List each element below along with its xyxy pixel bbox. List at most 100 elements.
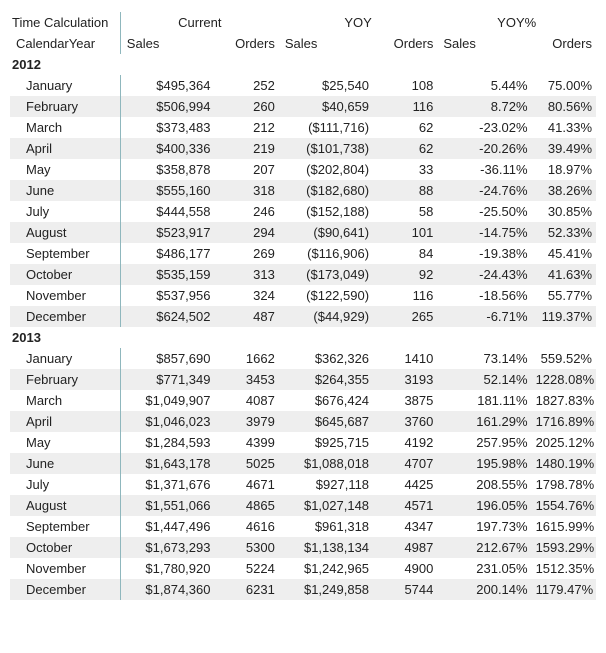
yoy-sales-cell: ($111,716)	[279, 117, 373, 138]
header-yoypct-sales: Sales	[437, 33, 531, 54]
yoypct-orders-cell: 39.49%	[532, 138, 596, 159]
yoypct-orders-cell: 1512.35%	[532, 558, 596, 579]
yoypct-sales-cell: 73.14%	[437, 348, 531, 369]
table-row: January$495,364252$25,5401085.44%75.00%	[10, 75, 596, 96]
month-cell: April	[10, 138, 120, 159]
yoypct-orders-cell: 30.85%	[532, 201, 596, 222]
yoypct-orders-cell: 1228.08%	[532, 369, 596, 390]
yoy-sales-cell: ($202,804)	[279, 159, 373, 180]
yoy-sales-cell: $25,540	[279, 75, 373, 96]
header-yoy-sales: Sales	[279, 33, 373, 54]
month-cell: April	[10, 411, 120, 432]
yoypct-orders-cell: 41.63%	[532, 264, 596, 285]
yoy-orders-cell: 84	[373, 243, 437, 264]
current-sales-cell: $1,371,676	[120, 474, 214, 495]
table-row: September$486,177269($116,906)84-19.38%4…	[10, 243, 596, 264]
month-cell: July	[10, 201, 120, 222]
table-row: December$1,874,3606231$1,249,8585744200.…	[10, 579, 596, 600]
yoypct-orders-cell: 119.37%	[532, 306, 596, 327]
yoy-sales-cell: ($122,590)	[279, 285, 373, 306]
header-group-yoy: YOY	[279, 12, 438, 33]
current-orders-cell: 3453	[215, 369, 279, 390]
header-yoy-orders: Orders	[373, 33, 437, 54]
yoy-sales-cell: ($44,929)	[279, 306, 373, 327]
yoypct-sales-cell: 257.95%	[437, 432, 531, 453]
current-sales-cell: $495,364	[120, 75, 214, 96]
yoypct-sales-cell: 5.44%	[437, 75, 531, 96]
yoy-orders-cell: 5744	[373, 579, 437, 600]
yoypct-orders-cell: 1480.19%	[532, 453, 596, 474]
table-header: Time Calculation Current YOY YOY% Calend…	[10, 12, 596, 54]
table-row: February$506,994260$40,6591168.72%80.56%	[10, 96, 596, 117]
yoy-sales-cell: $1,138,134	[279, 537, 373, 558]
current-orders-cell: 318	[215, 180, 279, 201]
current-orders-cell: 246	[215, 201, 279, 222]
yoy-orders-cell: 3193	[373, 369, 437, 390]
yoypct-sales-cell: 200.14%	[437, 579, 531, 600]
table-row: September$1,447,4964616$961,3184347197.7…	[10, 516, 596, 537]
yoypct-orders-cell: 1554.76%	[532, 495, 596, 516]
yoypct-orders-cell: 18.97%	[532, 159, 596, 180]
header-yoypct-orders: Orders	[532, 33, 596, 54]
current-orders-cell: 4616	[215, 516, 279, 537]
header-group-current: Current	[120, 12, 279, 33]
yoypct-orders-cell: 38.26%	[532, 180, 596, 201]
pivot-table: Time Calculation Current YOY YOY% Calend…	[10, 12, 596, 600]
yoy-orders-cell: 1410	[373, 348, 437, 369]
current-sales-cell: $1,780,920	[120, 558, 214, 579]
current-sales-cell: $1,284,593	[120, 432, 214, 453]
current-orders-cell: 219	[215, 138, 279, 159]
current-sales-cell: $771,349	[120, 369, 214, 390]
table-row: June$555,160318($182,680)88-24.76%38.26%	[10, 180, 596, 201]
current-orders-cell: 313	[215, 264, 279, 285]
year-row: 2012	[10, 54, 596, 75]
yoy-orders-cell: 88	[373, 180, 437, 201]
current-orders-cell: 4087	[215, 390, 279, 411]
current-sales-cell: $373,483	[120, 117, 214, 138]
month-cell: January	[10, 75, 120, 96]
current-sales-cell: $358,878	[120, 159, 214, 180]
current-orders-cell: 5300	[215, 537, 279, 558]
current-sales-cell: $1,551,066	[120, 495, 214, 516]
table-row: August$1,551,0664865$1,027,1484571196.05…	[10, 495, 596, 516]
yoy-sales-cell: $927,118	[279, 474, 373, 495]
table-row: April$400,336219($101,738)62-20.26%39.49…	[10, 138, 596, 159]
month-cell: August	[10, 495, 120, 516]
yoypct-sales-cell: -6.71%	[437, 306, 531, 327]
yoy-orders-cell: 116	[373, 285, 437, 306]
yoypct-sales-cell: -24.43%	[437, 264, 531, 285]
table-row: June$1,643,1785025$1,088,0184707195.98%1…	[10, 453, 596, 474]
yoy-sales-cell: $925,715	[279, 432, 373, 453]
yoy-orders-cell: 265	[373, 306, 437, 327]
table-row: October$1,673,2935300$1,138,1344987212.6…	[10, 537, 596, 558]
yoy-orders-cell: 101	[373, 222, 437, 243]
current-orders-cell: 6231	[215, 579, 279, 600]
yoy-sales-cell: ($173,049)	[279, 264, 373, 285]
yoypct-orders-cell: 1179.47%	[532, 579, 596, 600]
yoy-orders-cell: 4425	[373, 474, 437, 495]
current-orders-cell: 260	[215, 96, 279, 117]
yoypct-sales-cell: 197.73%	[437, 516, 531, 537]
header-time-calculation: Time Calculation	[10, 12, 120, 33]
yoypct-sales-cell: -36.11%	[437, 159, 531, 180]
yoypct-sales-cell: 231.05%	[437, 558, 531, 579]
yoypct-sales-cell: 52.14%	[437, 369, 531, 390]
yoypct-sales-cell: -24.76%	[437, 180, 531, 201]
current-sales-cell: $535,159	[120, 264, 214, 285]
header-group-yoy-pct: YOY%	[437, 12, 596, 33]
yoypct-orders-cell: 75.00%	[532, 75, 596, 96]
yoypct-sales-cell: -23.02%	[437, 117, 531, 138]
yoy-orders-cell: 62	[373, 117, 437, 138]
month-cell: June	[10, 453, 120, 474]
current-orders-cell: 212	[215, 117, 279, 138]
table-row: March$373,483212($111,716)62-23.02%41.33…	[10, 117, 596, 138]
yoy-orders-cell: 4571	[373, 495, 437, 516]
yoy-orders-cell: 4900	[373, 558, 437, 579]
yoy-sales-cell: $961,318	[279, 516, 373, 537]
month-cell: December	[10, 579, 120, 600]
current-orders-cell: 5025	[215, 453, 279, 474]
month-cell: December	[10, 306, 120, 327]
header-row-groups: Time Calculation Current YOY YOY%	[10, 12, 596, 33]
month-cell: November	[10, 558, 120, 579]
yoy-orders-cell: 116	[373, 96, 437, 117]
